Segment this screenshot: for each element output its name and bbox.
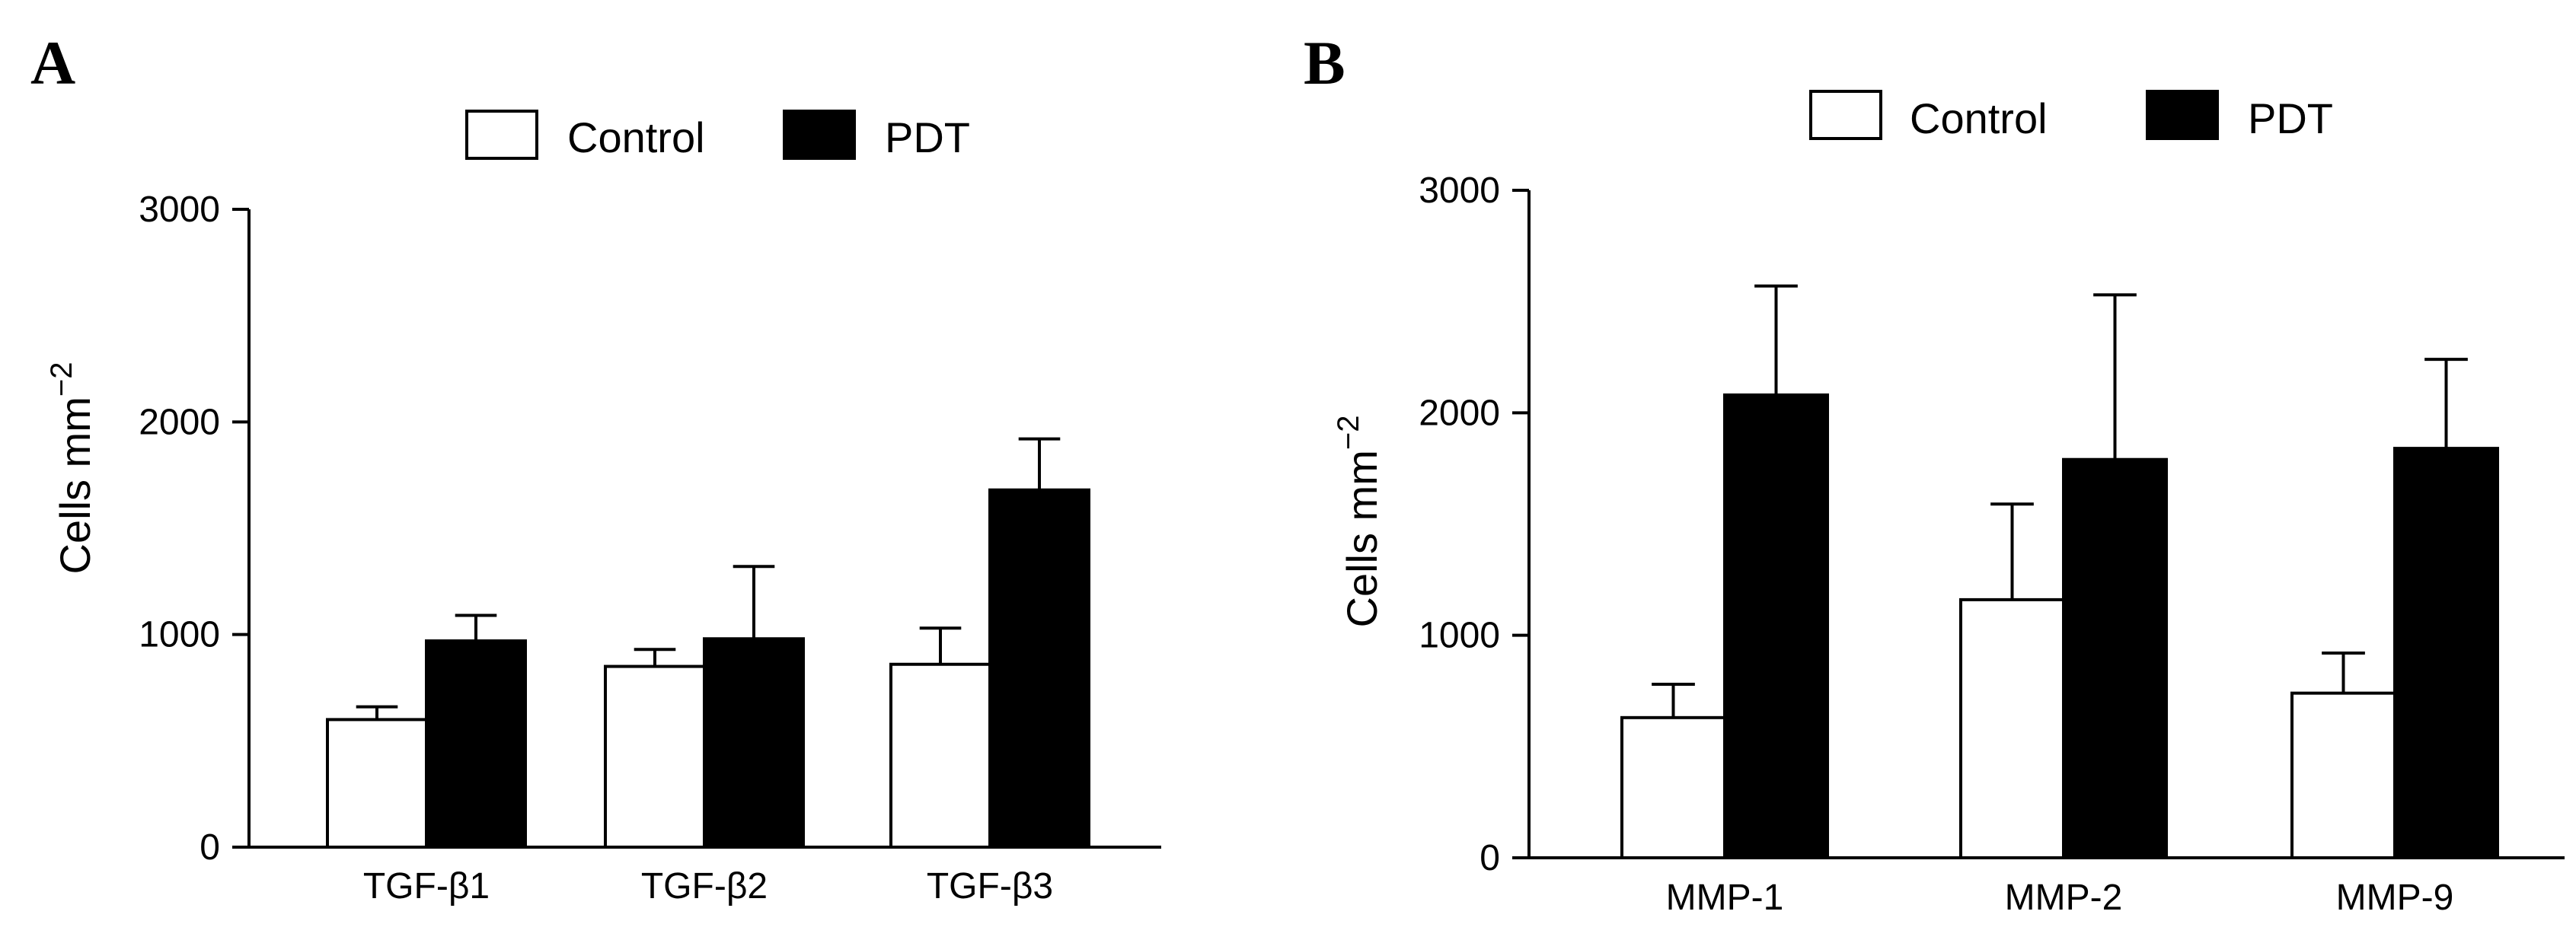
- panel-b-bars: [1620, 284, 2499, 860]
- panel-b-y-ticks: 0 1000 2000 3000: [1419, 170, 1529, 878]
- panel-b-bar-pdt-0: [1723, 393, 1829, 859]
- panel-b-x-tick-label-2: MMP-9: [2336, 878, 2454, 918]
- panel-b-bar-pdt-2: [2393, 447, 2499, 859]
- panel-b-axes: [1527, 190, 2565, 859]
- panel-b-x-tick-labels: MMP-1 MMP-2 MMP-9: [1666, 878, 2454, 918]
- panel-b-y-tick-label-2: 2000: [1419, 393, 1500, 433]
- panel-a-bar-pdt-0: [425, 639, 527, 849]
- panel-a-x-tick-label-1: TGF-β2: [641, 866, 768, 907]
- panel-b-y-tick-label-3: 3000: [1419, 170, 1500, 211]
- panel-a-bars: [326, 437, 1090, 849]
- panel-a: A Control PDT Cells mm−2 0 1000 2000 3000 T…: [30, 28, 1161, 907]
- panel-b-x-tick-label-1: MMP-2: [2005, 878, 2123, 918]
- panel-a-axes: [247, 209, 1161, 849]
- panel-b-bar-control-1: [1959, 597, 2065, 859]
- panel-a-bar-pdt-1: [703, 637, 805, 849]
- panel-b-y-tick-label-0: 0: [1480, 838, 1500, 878]
- panel-a-bar-control-2: [889, 662, 991, 849]
- panel-a-x-tick-label-0: TGF-β1: [363, 866, 490, 907]
- panel-a-y-ticks: 0 1000 2000 3000: [139, 190, 249, 868]
- panel-a-x-tick-label-2: TGF-β3: [927, 866, 1053, 907]
- panel-a-y-axis-label: Cells mm−2: [45, 362, 99, 575]
- panel-a-legend-swatch-control: [465, 110, 538, 160]
- panel-a-x-tick-labels: TGF-β1 TGF-β2 TGF-β3: [363, 866, 1053, 907]
- panel-a-y-tick-label-3: 3000: [139, 190, 220, 230]
- panel-b-y-axis-label-sup: −2: [1332, 416, 1365, 451]
- panel-b-x-tick-label-0: MMP-1: [1666, 878, 1784, 918]
- panel-a-bar-control-0: [326, 718, 428, 849]
- panel-a-y-axis-label-text: Cells mm: [51, 397, 99, 574]
- panel-b-y-axis-label: Cells mm−2: [1332, 416, 1386, 628]
- panel-b-y-tick-label-1: 1000: [1419, 616, 1500, 656]
- panel-b-y-axis-label-text: Cells mm: [1338, 450, 1386, 627]
- panel-a-y-tick-label-1: 1000: [139, 615, 220, 655]
- panel-a-legend-label-control: Control: [567, 113, 705, 161]
- panel-b-bar-control-0: [1620, 715, 1726, 860]
- panel-a-y-tick-label-2: 2000: [139, 402, 220, 442]
- panel-b-legend-label-control: Control: [1910, 94, 2048, 142]
- panel-a-y-tick-label-0: 0: [200, 827, 220, 868]
- panel-b-letter: B: [1304, 28, 1345, 97]
- panel-b-legend-swatch-control: [1809, 90, 1882, 140]
- panel-a-bar-control-1: [604, 664, 706, 849]
- panel-a-letter: A: [30, 28, 75, 97]
- panel-a-y-axis-label-sup: −2: [45, 362, 78, 397]
- panel-b-bar-control-2: [2290, 691, 2396, 859]
- panel-b-legend-label-pdt: PDT: [2248, 94, 2333, 142]
- panel-a-legend-label-pdt: PDT: [885, 113, 970, 161]
- panel-b-legend-swatch-pdt: [2146, 90, 2219, 140]
- panel-a-legend: Control PDT: [465, 110, 970, 161]
- panel-a-bar-pdt-2: [988, 488, 1090, 849]
- panel-b: B Control PDT Cells mm−2 0 1000 2000 3000 M…: [1304, 28, 2565, 918]
- panel-b-bar-pdt-1: [2062, 457, 2168, 859]
- panel-a-legend-swatch-pdt: [783, 110, 856, 160]
- panel-b-legend: Control PDT: [1809, 90, 2333, 142]
